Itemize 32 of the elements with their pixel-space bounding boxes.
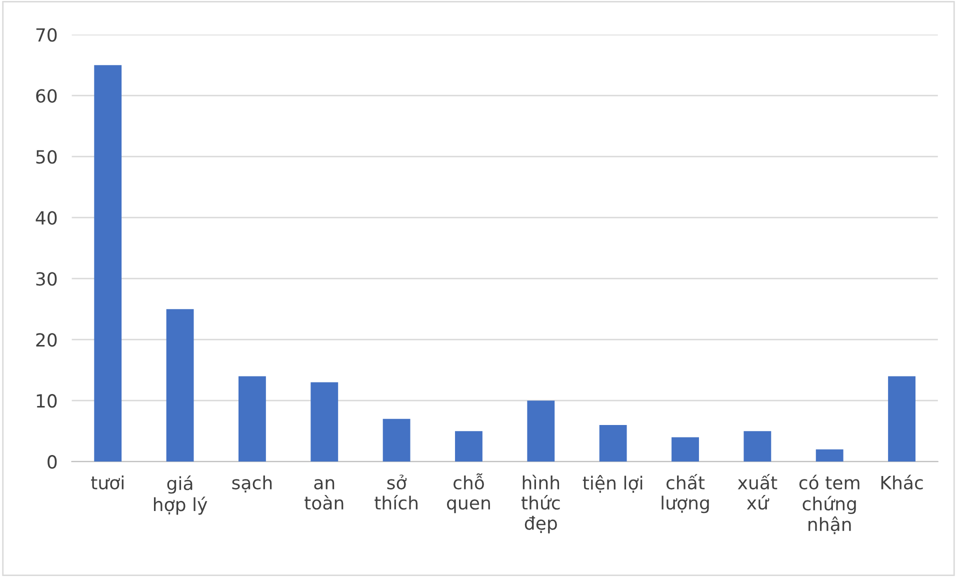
bar bbox=[94, 65, 122, 462]
bar bbox=[455, 431, 482, 462]
x-tick-label: chỗ quen bbox=[447, 473, 490, 514]
x-tick-label: giá hợp lý bbox=[154, 475, 208, 515]
y-tick-label: 50 bbox=[36, 150, 57, 164]
y-tick-label: 0 bbox=[48, 455, 57, 469]
x-tick-label: hình thức đẹp bbox=[521, 474, 560, 534]
x-tick-label: an toàn bbox=[304, 479, 344, 510]
bar bbox=[744, 431, 772, 462]
y-tick-label: 30 bbox=[36, 272, 57, 286]
x-tick-label: sở thích bbox=[374, 474, 418, 510]
y-tick-label: 60 bbox=[36, 89, 57, 103]
bar bbox=[382, 418, 410, 462]
bar bbox=[527, 400, 555, 462]
x-tick-label: sạch bbox=[232, 475, 272, 493]
bar bbox=[238, 376, 266, 462]
y-tick-label: 10 bbox=[36, 394, 57, 408]
y-tick-label: 40 bbox=[36, 211, 57, 225]
bar bbox=[816, 449, 844, 462]
y-tick-label: 70 bbox=[36, 28, 57, 42]
x-tick-label: tiện lợi bbox=[582, 475, 642, 493]
x-tick-label: chất lượng bbox=[662, 474, 709, 514]
bar bbox=[672, 437, 699, 462]
bar bbox=[310, 382, 338, 462]
y-tick-label: 20 bbox=[36, 333, 57, 347]
x-tick-label: Khác bbox=[881, 474, 923, 490]
bar bbox=[166, 309, 194, 462]
x-tick-label: tươi bbox=[91, 475, 124, 490]
x-tick-label: có tem chứng nhận bbox=[799, 474, 860, 534]
bar bbox=[888, 376, 916, 462]
x-tick-label: xuất xứ bbox=[738, 474, 778, 510]
bar bbox=[599, 425, 627, 462]
